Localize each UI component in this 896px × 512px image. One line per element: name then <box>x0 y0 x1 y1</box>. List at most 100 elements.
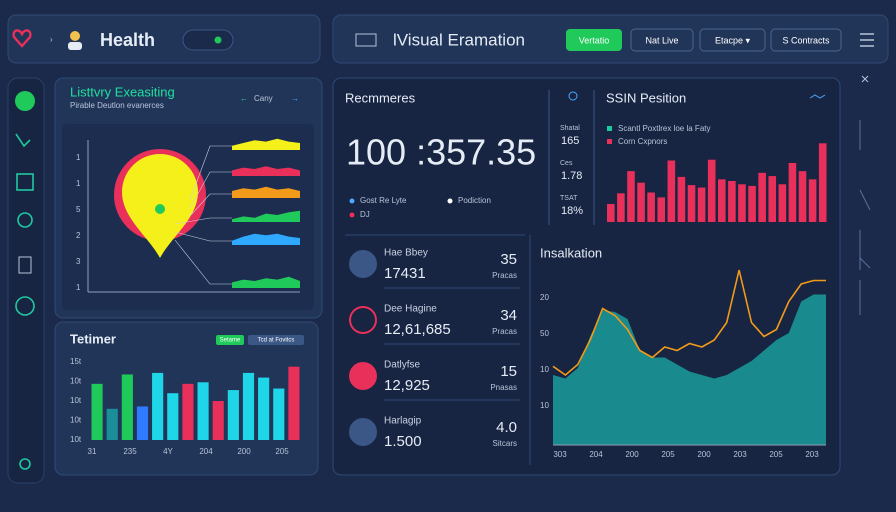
axis-label: 2 <box>76 231 81 240</box>
bar <box>798 171 807 222</box>
badge-text: Setame <box>220 338 241 344</box>
legend-swatch <box>607 139 612 144</box>
nav-icon[interactable] <box>15 133 31 148</box>
bar <box>121 374 133 440</box>
panel-subtitle: Pirable Deutlon evanerces <box>70 101 164 110</box>
list-value: 1.500 <box>384 433 422 450</box>
section-title: SSIN Pesition <box>606 90 686 105</box>
sparkline <box>232 276 300 288</box>
badge-text: Tcd at Fovitcs <box>258 338 295 344</box>
x-tick-label: 204 <box>199 447 213 456</box>
metric-list: Hae Bbey 17431 35 Pracas Dee Hagine 12,61,685… <box>349 248 520 450</box>
line <box>552 269 826 377</box>
connector <box>189 145 232 201</box>
bar <box>788 162 797 222</box>
sparkline <box>232 186 300 198</box>
nav-icon[interactable] <box>15 91 35 111</box>
nav-icon[interactable] <box>19 458 31 470</box>
list-icon <box>349 306 377 334</box>
nav-icon[interactable] <box>18 256 32 274</box>
list-unit: Pracas <box>492 271 517 280</box>
logo-heart <box>12 29 32 48</box>
list-icon <box>349 250 377 278</box>
button-label: Etacpe ▾ <box>715 35 751 45</box>
stat-value: 165 <box>561 135 579 147</box>
nav-arrow[interactable]: ← <box>240 94 248 103</box>
sparkline <box>232 233 300 245</box>
legend-dot <box>349 212 355 218</box>
close-icon[interactable] <box>861 75 869 83</box>
bar <box>667 160 676 222</box>
top-bar-left <box>7 14 321 64</box>
bar <box>273 388 285 440</box>
chevron: › <box>50 35 53 44</box>
x-tick-label: 200 <box>237 447 251 456</box>
bar <box>748 185 756 222</box>
page-title: lVisual Eramation <box>393 30 525 49</box>
connector <box>174 239 232 285</box>
kpi-value: 100 :357.35 <box>346 132 536 173</box>
x-tick-label: 205 <box>661 450 675 459</box>
sparkline <box>232 210 300 222</box>
list-unit: Pracas <box>492 327 517 336</box>
connector <box>189 193 232 217</box>
button-label: Vertatio <box>579 35 610 45</box>
y-tick-label: 10 <box>540 401 549 410</box>
legend-label: Podiction <box>458 196 491 205</box>
nav-icon[interactable] <box>17 212 33 228</box>
axis-label: 3 <box>76 257 81 266</box>
panel-title: Listtvry Exeasiting <box>70 84 175 99</box>
decoration <box>859 120 871 315</box>
user-icon <box>70 31 80 41</box>
nav-icon[interactable] <box>16 173 34 191</box>
axis-label: 5 <box>76 205 81 214</box>
button-group: Vertatio Nat Live Etacpe ▾ S Contracts <box>566 28 842 52</box>
button[interactable] <box>566 29 622 51</box>
bar <box>212 401 224 440</box>
bar <box>627 171 635 222</box>
bar <box>152 372 164 440</box>
nav-icon[interactable] <box>15 296 35 316</box>
bar <box>617 193 625 222</box>
legend-dot <box>349 198 355 204</box>
list-value: 12,61,685 <box>384 321 451 338</box>
sparkline <box>232 138 300 150</box>
button[interactable] <box>699 28 766 52</box>
y-tick-label: 20 <box>540 293 549 302</box>
x-tick-label: 205 <box>275 447 289 456</box>
button[interactable] <box>630 28 694 52</box>
section-title: Insalkation <box>540 245 602 260</box>
bar <box>707 159 716 222</box>
panel-title: Tetimer <box>70 331 116 346</box>
list-label: Harlagip <box>384 416 422 427</box>
legend-swatch <box>607 126 612 131</box>
nav-arrow[interactable]: → <box>291 94 299 103</box>
bar <box>818 143 827 222</box>
y-tick-label: 10t <box>70 435 82 444</box>
legend-label: DJ <box>360 210 370 219</box>
sparkline <box>232 166 300 176</box>
bar <box>227 390 239 440</box>
bar <box>738 184 746 222</box>
axis-label: 1 <box>76 283 81 292</box>
x-tick-label: 235 <box>123 447 137 456</box>
button[interactable] <box>770 28 842 52</box>
user-icon <box>68 42 82 50</box>
section-title: Recmmeres <box>345 90 416 105</box>
bar <box>136 406 149 440</box>
x-tick-label: 205 <box>769 450 783 459</box>
y-tick-label: 10t <box>70 377 82 386</box>
badge <box>248 335 304 345</box>
legend-label: Scantl Poxtlrex loe la Faty <box>618 124 710 133</box>
bar <box>607 203 615 222</box>
list-label: Dee Hagine <box>384 304 437 315</box>
x-tick-label: 204 <box>589 450 603 459</box>
toggle[interactable] <box>182 29 234 51</box>
stat-label: Shatal <box>560 125 580 132</box>
y-tick-label: 10t <box>70 396 82 405</box>
stats: Shatal 165 Ces 1.78 TSAT 18% <box>560 125 583 217</box>
hamburger[interactable] <box>860 33 874 47</box>
list-value: 17431 <box>384 265 426 282</box>
bar <box>697 187 706 222</box>
